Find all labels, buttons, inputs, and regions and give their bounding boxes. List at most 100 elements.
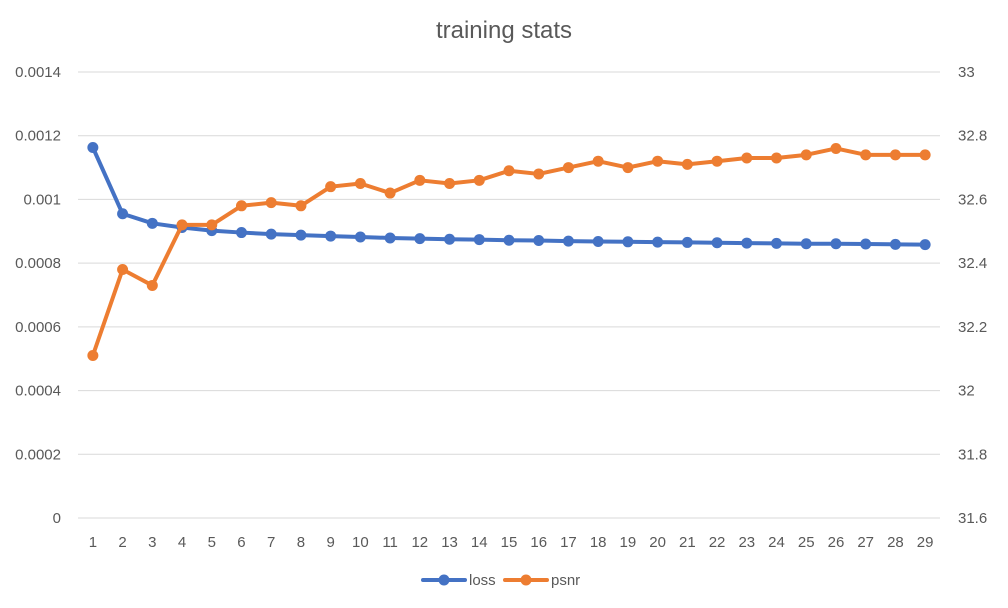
psnr-point [117, 264, 129, 276]
x-tick-label: 10 [352, 534, 369, 551]
psnr-point [176, 219, 188, 231]
loss-point [860, 238, 872, 250]
legend-label: loss [469, 572, 496, 589]
loss-point [652, 236, 664, 248]
right-y-tick-label: 32 [958, 383, 975, 400]
x-tick-label: 13 [441, 534, 458, 551]
loss-point [919, 239, 931, 251]
x-tick-label: 15 [501, 534, 518, 551]
x-tick-label: 7 [267, 534, 275, 551]
chart-title: training stats [436, 17, 572, 44]
loss-point [711, 237, 723, 249]
x-tick-label: 29 [917, 534, 934, 551]
x-tick-label: 12 [411, 534, 428, 551]
psnr-point [741, 152, 753, 164]
x-tick-label: 21 [679, 534, 696, 551]
left-y-tick-label: 0.0008 [15, 255, 61, 272]
x-tick-label: 27 [857, 534, 874, 551]
x-tick-label: 16 [530, 534, 547, 551]
x-tick-label: 25 [798, 534, 815, 551]
psnr-point [592, 155, 604, 167]
psnr-point [146, 279, 158, 291]
psnr-point [919, 149, 931, 161]
x-tick-label: 3 [148, 534, 156, 551]
loss-point [384, 232, 396, 244]
x-tick-label: 22 [709, 534, 726, 551]
loss-point [533, 235, 545, 247]
loss-point [771, 237, 783, 249]
legend-swatch-marker [438, 574, 450, 586]
left-y-tick-label: 0.001 [23, 191, 61, 208]
psnr-point [295, 200, 307, 212]
loss-point [354, 231, 366, 243]
psnr-point [711, 155, 723, 167]
psnr-point [354, 178, 366, 189]
loss-point [235, 227, 247, 239]
left-y-tick-label: 0.0004 [15, 383, 61, 400]
loss-point [622, 236, 634, 248]
loss-point [117, 208, 129, 220]
right-y-axis: 31.6 31.8 32 32.2 32.4 32.6 32.8 33 [958, 64, 987, 527]
series-layer [87, 142, 931, 362]
psnr-point [206, 219, 218, 231]
psnr-point [473, 174, 485, 186]
loss-point [444, 233, 456, 245]
legend: loss psnr [421, 572, 580, 589]
x-axis: 1 2 3 4 5 6 7 8 9 10 11 12 13 14 15 16 17 18 19 20 21 22 23 24 2… [78, 517, 940, 551]
loss-point [265, 228, 277, 240]
x-tick-label: 11 [382, 534, 398, 551]
psnr-point [771, 152, 783, 164]
loss-point [830, 238, 842, 250]
legend-label: psnr [551, 572, 580, 589]
psnr-point [414, 174, 426, 186]
loss-line [90, 145, 928, 247]
legend-swatch-marker [520, 574, 532, 586]
series-loss [87, 142, 931, 251]
x-tick-label: 2 [118, 534, 126, 551]
loss-point [681, 236, 693, 248]
psnr-point [652, 155, 664, 167]
right-y-tick-label: 31.8 [958, 446, 987, 463]
loss-point [414, 233, 426, 245]
x-tick-label: 26 [828, 534, 845, 551]
loss-point [503, 234, 515, 246]
left-y-tick-label: 0.0012 [15, 128, 61, 145]
loss-point [800, 238, 812, 250]
left-y-tick-label: 0.0006 [15, 319, 61, 336]
legend-item-loss: loss [421, 572, 496, 589]
psnr-point [533, 168, 545, 180]
loss-point [325, 230, 337, 242]
x-tick-label: 17 [560, 534, 577, 551]
psnr-line [90, 146, 928, 358]
x-tick-label: 14 [471, 534, 488, 551]
loss-point [741, 237, 753, 249]
x-tick-label: 24 [768, 534, 785, 551]
loss-point [592, 235, 604, 247]
psnr-point [384, 187, 396, 199]
loss-point [87, 142, 99, 154]
psnr-point [444, 178, 456, 189]
left-y-tick-label: 0.0002 [15, 446, 61, 463]
right-y-tick-label: 33 [958, 64, 975, 81]
psnr-point [889, 149, 901, 161]
x-tick-label: 19 [620, 534, 637, 551]
psnr-point [800, 149, 812, 161]
gridlines [78, 71, 940, 455]
psnr-point [622, 162, 634, 174]
legend-item-psnr: psnr [503, 572, 580, 589]
left-y-tick-label: 0.0014 [15, 64, 61, 81]
left-y-axis: 0 0.0002 0.0004 0.0006 0.0008 0.001 0.0012 0.00… [15, 64, 61, 527]
x-tick-label: 5 [208, 534, 216, 551]
x-tick-label: 18 [590, 534, 607, 551]
loss-point [562, 235, 574, 247]
loss-point [473, 234, 485, 246]
loss-point [146, 217, 158, 229]
series-psnr [87, 142, 931, 362]
psnr-point [87, 350, 99, 362]
right-y-tick-label: 31.6 [958, 510, 987, 527]
right-y-tick-label: 32.6 [958, 191, 987, 208]
psnr-point [235, 200, 247, 212]
right-y-tick-label: 32.8 [958, 128, 987, 145]
